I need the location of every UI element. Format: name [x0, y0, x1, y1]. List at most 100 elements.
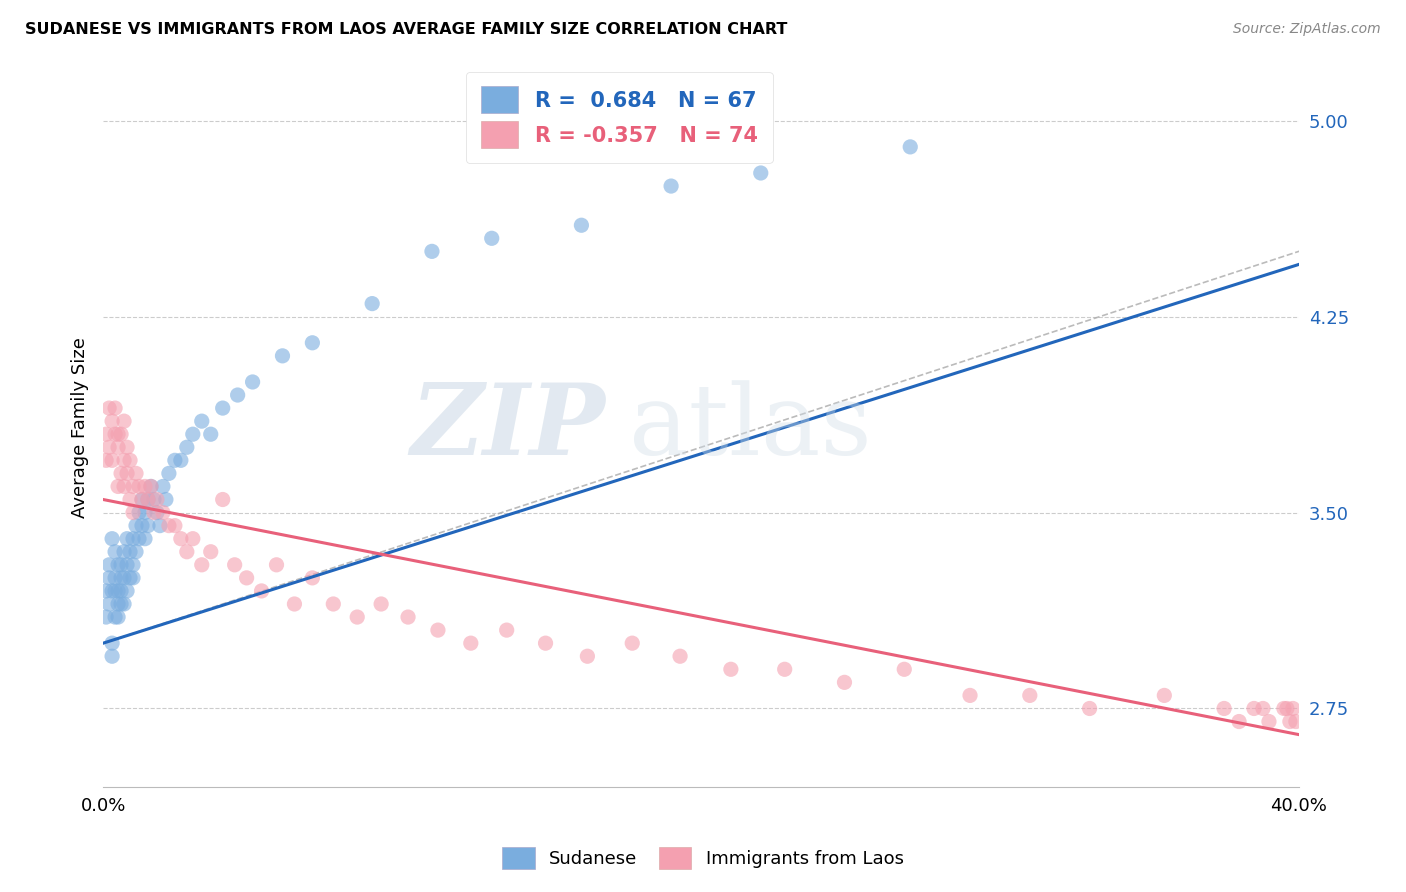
Point — [534, 636, 557, 650]
Point — [98, 558, 121, 572]
Point — [131, 492, 153, 507]
Point — [110, 427, 132, 442]
Point — [112, 571, 135, 585]
Point — [107, 597, 129, 611]
Point — [112, 597, 135, 611]
Point — [107, 479, 129, 493]
Point — [98, 597, 121, 611]
Point — [110, 558, 132, 572]
Point — [152, 506, 174, 520]
Point — [94, 427, 117, 442]
Point — [146, 506, 169, 520]
Point — [118, 571, 141, 585]
Point — [224, 558, 246, 572]
Point — [176, 440, 198, 454]
Point — [118, 545, 141, 559]
Point — [122, 558, 145, 572]
Point — [301, 335, 323, 350]
Point — [107, 610, 129, 624]
Point — [142, 492, 165, 507]
Point — [101, 414, 124, 428]
Point — [621, 636, 644, 650]
Point — [1243, 701, 1265, 715]
Point — [112, 479, 135, 493]
Point — [115, 583, 138, 598]
Point — [235, 571, 257, 585]
Point — [136, 518, 159, 533]
Point — [266, 558, 288, 572]
Point — [571, 219, 593, 233]
Point — [1227, 714, 1250, 729]
Point — [1251, 701, 1274, 715]
Point — [426, 623, 449, 637]
Point — [122, 532, 145, 546]
Point — [118, 492, 141, 507]
Point — [322, 597, 344, 611]
Point — [136, 492, 159, 507]
Point — [101, 649, 124, 664]
Point — [420, 244, 443, 259]
Point — [131, 492, 153, 507]
Point — [773, 662, 796, 676]
Point — [1258, 714, 1281, 729]
Point — [1272, 701, 1295, 715]
Point — [1078, 701, 1101, 715]
Point — [139, 479, 162, 493]
Point — [104, 545, 127, 559]
Point — [211, 492, 233, 507]
Point — [128, 506, 150, 520]
Point — [94, 610, 117, 624]
Point — [157, 518, 180, 533]
Text: atlas: atlas — [630, 380, 872, 475]
Point — [176, 545, 198, 559]
Point — [107, 440, 129, 454]
Point — [155, 492, 177, 507]
Point — [481, 231, 503, 245]
Point — [200, 427, 222, 442]
Point — [98, 401, 121, 415]
Point — [226, 388, 249, 402]
Point — [576, 649, 599, 664]
Point — [115, 532, 138, 546]
Point — [749, 166, 772, 180]
Point — [181, 532, 204, 546]
Point — [110, 597, 132, 611]
Point — [720, 662, 742, 676]
Point — [370, 597, 392, 611]
Point — [112, 545, 135, 559]
Point — [98, 571, 121, 585]
Y-axis label: Average Family Size: Average Family Size — [72, 337, 89, 518]
Point — [112, 453, 135, 467]
Point — [101, 532, 124, 546]
Point — [104, 427, 127, 442]
Point — [181, 427, 204, 442]
Point — [149, 518, 172, 533]
Point — [115, 440, 138, 454]
Point — [146, 492, 169, 507]
Text: SUDANESE VS IMMIGRANTS FROM LAOS AVERAGE FAMILY SIZE CORRELATION CHART: SUDANESE VS IMMIGRANTS FROM LAOS AVERAGE… — [25, 22, 787, 37]
Point — [104, 610, 127, 624]
Point — [346, 610, 368, 624]
Point — [134, 479, 156, 493]
Point — [134, 532, 156, 546]
Point — [242, 375, 264, 389]
Point — [134, 506, 156, 520]
Point — [1282, 701, 1305, 715]
Point — [112, 414, 135, 428]
Point — [191, 414, 214, 428]
Point — [107, 427, 129, 442]
Point — [1213, 701, 1236, 715]
Point — [959, 689, 981, 703]
Point — [1278, 714, 1301, 729]
Point — [131, 518, 153, 533]
Point — [361, 296, 384, 310]
Point — [142, 506, 165, 520]
Point — [110, 571, 132, 585]
Point — [301, 571, 323, 585]
Point — [125, 545, 148, 559]
Point — [128, 479, 150, 493]
Point — [250, 583, 273, 598]
Point — [128, 532, 150, 546]
Point — [101, 636, 124, 650]
Point — [669, 649, 692, 664]
